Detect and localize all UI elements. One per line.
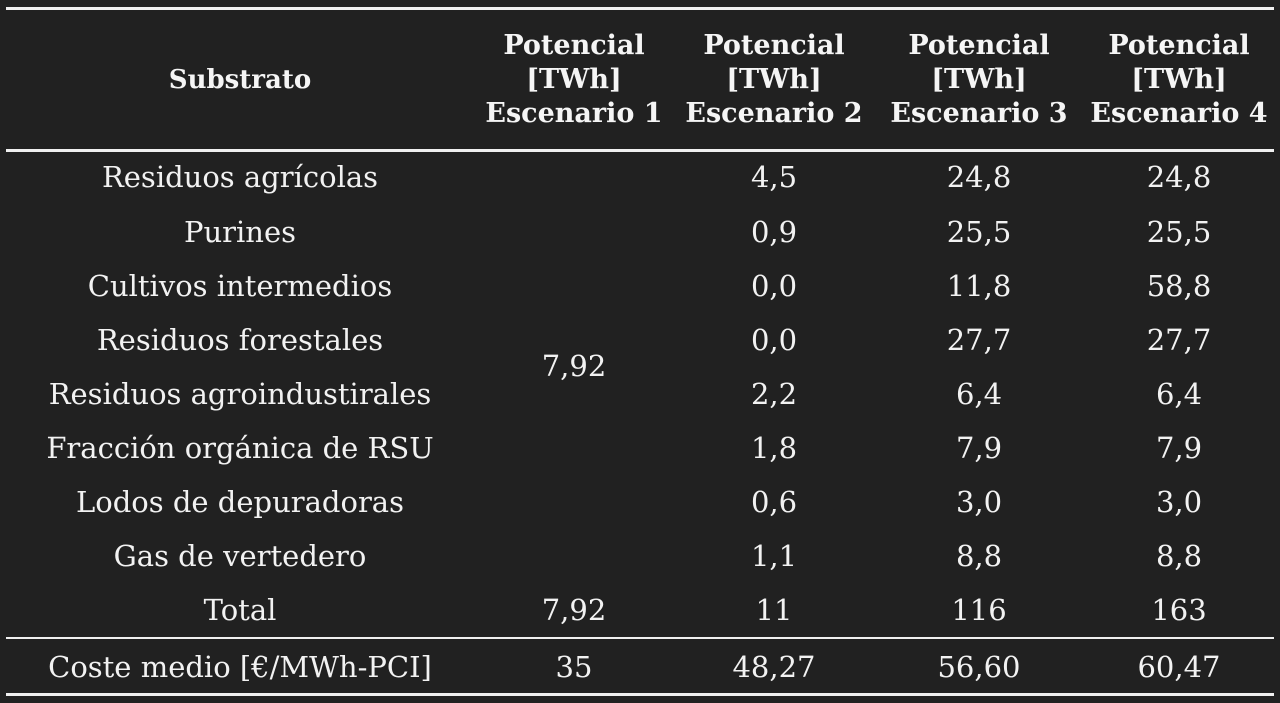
- substrato-cell: Purines: [183, 215, 297, 249]
- escenario-4-cell: 27,7: [1146, 323, 1212, 357]
- total-label: Total: [203, 593, 277, 627]
- escenario-2-cell: 1,8: [750, 431, 798, 465]
- escenario-4-cell: 6,4: [1155, 377, 1203, 411]
- substrato-cell: Residuos forestales: [96, 323, 384, 357]
- escenario-2-cell: 0,6: [750, 485, 798, 519]
- escenario-4-cell: 8,8: [1155, 539, 1203, 573]
- escenario-3-cell: 11,8: [946, 269, 1012, 303]
- header-escenario-3: Potencial [TWh] Escenario 3: [890, 29, 1068, 129]
- escenario-3-cell: 6,4: [955, 377, 1003, 411]
- escenario-2-cell: 0,9: [750, 215, 798, 249]
- header-escenario-1: Potencial [TWh] Escenario 1: [485, 29, 663, 129]
- substrato-cell: Residuos agrícolas: [101, 160, 379, 194]
- table-row: Gas de vertedero 1,1 8,8 8,8: [6, 529, 1274, 583]
- table-row: Cultivos intermedios 0,0 11,8 58,8: [6, 259, 1274, 313]
- cost-escenario-3: 56,60: [937, 650, 1021, 684]
- header-row: Substrato Potencial [TWh] Escenario 1 Po…: [6, 10, 1274, 149]
- cost-escenario-2: 48,27: [732, 650, 816, 684]
- escenario-2-cell: 0,0: [750, 269, 798, 303]
- header-rule: [6, 149, 1274, 152]
- table-row: Purines 0,9 25,5 25,5: [6, 205, 1274, 259]
- bottom-rule: [6, 693, 1274, 696]
- escenario-4-cell: 7,9: [1155, 431, 1203, 465]
- escenario-3-cell: 24,8: [946, 160, 1012, 194]
- cost-label: Coste medio [€/MWh-PCI]: [48, 650, 432, 684]
- escenario-1-merged-cell: 7,92: [541, 349, 607, 383]
- cost-escenario-4: 60,47: [1137, 650, 1221, 684]
- table-row: Lodos de depuradoras 0,6 3,0 3,0: [6, 475, 1274, 529]
- escenario-4-cell: 24,8: [1146, 160, 1212, 194]
- total-escenario-1: 7,92: [541, 593, 607, 627]
- biogas-potential-table: Substrato Potencial [TWh] Escenario 1 Po…: [6, 10, 1274, 694]
- escenario-2-cell: 2,2: [750, 377, 798, 411]
- substrato-cell: Residuos agroindustirales: [48, 377, 432, 411]
- escenario-2-cell: 1,1: [750, 539, 798, 573]
- total-row: Total 7,92 11 116 163: [6, 583, 1274, 637]
- table-row: Fracción orgánica de RSU 1,8 7,9 7,9: [6, 421, 1274, 475]
- escenario-4-cell: 25,5: [1146, 215, 1212, 249]
- substrato-cell: Gas de vertedero: [113, 539, 367, 573]
- table-row: Residuos agrícolas 7,92 4,5 24,8 24,8: [6, 149, 1274, 383]
- header-escenario-4: Potencial [TWh] Escenario 4: [1090, 29, 1268, 129]
- top-rule: [6, 7, 1274, 10]
- substrato-cell: Fracción orgánica de RSU: [46, 431, 434, 465]
- table-row: Residuos forestales 0,0 27,7 27,7: [6, 313, 1274, 367]
- cost-row: Coste medio [€/MWh-PCI] 35 48,27 56,60 6…: [6, 640, 1274, 694]
- header-substrato: Substrato: [168, 64, 312, 95]
- substrato-cell: Lodos de depuradoras: [76, 485, 404, 519]
- total-escenario-4: 163: [1151, 593, 1207, 627]
- cost-separator-rule: [6, 637, 1274, 639]
- escenario-4-cell: 3,0: [1155, 485, 1203, 519]
- escenario-3-cell: 3,0: [955, 485, 1003, 519]
- total-escenario-2: 11: [755, 593, 793, 627]
- header-escenario-2: Potencial [TWh] Escenario 2: [685, 29, 863, 129]
- escenario-4-cell: 58,8: [1146, 269, 1212, 303]
- escenario-3-cell: 7,9: [955, 431, 1003, 465]
- escenario-3-cell: 25,5: [946, 215, 1012, 249]
- escenario-2-cell: 0,0: [750, 323, 798, 357]
- substrato-cell: Cultivos intermedios: [87, 269, 393, 303]
- table-row: Residuos agroindustirales 2,2 6,4 6,4: [6, 367, 1274, 421]
- cost-escenario-1: 35: [555, 650, 593, 684]
- escenario-3-cell: 8,8: [955, 539, 1003, 573]
- escenario-3-cell: 27,7: [946, 323, 1012, 357]
- escenario-2-cell: 4,5: [750, 160, 798, 194]
- total-escenario-3: 116: [951, 593, 1007, 627]
